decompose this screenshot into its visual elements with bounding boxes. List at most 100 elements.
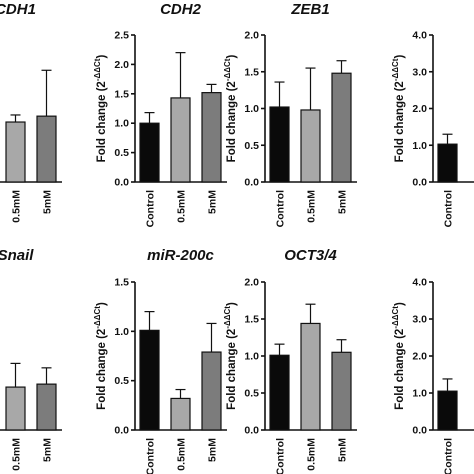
y-tick-label: 1.5 — [114, 88, 129, 100]
y-axis-label-base: Fold change (2 — [394, 81, 406, 162]
bar — [170, 397, 191, 431]
y-axis-label: Fold change (2-ΔΔCt) — [391, 55, 406, 163]
bar — [5, 386, 26, 431]
bar — [201, 92, 222, 183]
chart-title: CDH1 — [0, 1, 36, 18]
category-label: Control — [145, 190, 157, 227]
category-label: 0.5mM — [176, 438, 188, 471]
y-axis-label-end: ) — [96, 55, 108, 59]
category-label: 5mM — [337, 190, 349, 214]
y-axis-label: Fold change (2-ΔΔCt) — [223, 302, 238, 410]
y-axis-label: Fold change (2-ΔΔCt) — [93, 302, 108, 410]
bar — [437, 390, 458, 431]
bar — [300, 109, 321, 183]
y-axis-label-base: Fold change (2 — [226, 81, 238, 162]
bar — [331, 351, 352, 431]
y-axis-label-sup: -ΔΔCt — [391, 306, 400, 329]
y-tick-label: 2.0 — [244, 277, 259, 289]
bar — [437, 143, 458, 183]
y-axis-label-base: Fold change (2 — [96, 81, 108, 162]
y-tick-label: 1.0 — [114, 118, 129, 130]
y-tick-label: 1.0 — [412, 140, 427, 152]
y-tick-label: 2.0 — [412, 351, 427, 363]
bar — [36, 115, 57, 183]
chart-title: ZEB1 — [290, 1, 329, 18]
bar — [170, 97, 191, 183]
y-axis-label: Fold change (2-ΔΔCt) — [93, 55, 108, 163]
y-tick-label: 1.0 — [244, 103, 259, 115]
y-axis-label-base: Fold change (2 — [96, 329, 108, 410]
category-label: Control — [145, 438, 157, 474]
bar — [269, 354, 290, 431]
y-axis-label-sup: -ΔΔCt — [391, 58, 400, 81]
category-label: Control — [275, 190, 287, 227]
chart-8: 0.0 1.0 2.0 3.0 4.0 Fold change (2-ΔΔCt) Contr… — [391, 277, 474, 474]
bar — [300, 322, 321, 431]
y-axis-label-sup: -ΔΔCt — [223, 306, 232, 329]
category-label: 0.5mM — [176, 190, 188, 223]
y-tick-label: 3.0 — [412, 314, 427, 326]
chart-4: 0.0 1.0 2.0 3.0 4.0 Fold change (2-ΔΔCt) Contr… — [391, 30, 474, 227]
y-axis-label-sup: -ΔΔCt — [93, 58, 102, 81]
y-tick-label: 1.0 — [412, 388, 427, 400]
bar — [331, 72, 352, 183]
category-label: 0.5mM — [11, 190, 23, 223]
category-label: 5mM — [42, 438, 54, 462]
y-tick-label: 0.5 — [114, 147, 129, 159]
y-axis-label-end: ) — [96, 302, 108, 306]
y-tick-label: 4.0 — [412, 30, 427, 42]
bar — [201, 351, 222, 431]
y-tick-label: 0.5 — [244, 140, 259, 152]
y-axis-label-end: ) — [394, 55, 406, 59]
category-label: 0.5mM — [306, 190, 318, 223]
y-tick-label: 2.0 — [114, 59, 129, 71]
y-axis-label-end: ) — [226, 55, 238, 59]
y-axis-label-sup: -ΔΔCt — [93, 306, 102, 329]
bar — [139, 329, 160, 431]
category-label: 5mM — [337, 438, 349, 462]
category-label: 5mM — [42, 190, 54, 214]
y-tick-label: 2.0 — [412, 103, 427, 115]
category-label: Control — [275, 438, 287, 474]
y-tick-label: 0.5 — [244, 388, 259, 400]
bar — [36, 383, 57, 431]
category-label: 5mM — [207, 438, 219, 462]
category-label: Control — [443, 190, 455, 227]
y-axis-label-base: Fold change (2 — [226, 329, 238, 410]
chart-1: CDH1 0.5mM 5mM — [0, 1, 62, 223]
chart-title: Snail — [0, 247, 34, 264]
y-tick-label: 0.0 — [412, 177, 427, 189]
y-tick-label: 1.0 — [244, 351, 259, 363]
chart-title: OCT3/4 — [284, 247, 337, 264]
chart-6: miR-200c 0.0 0.5 1.0 1.5 Fold change (2-ΔΔCt)… — [93, 247, 227, 474]
y-tick-label: 2.0 — [244, 30, 259, 42]
y-axis-label-sup: -ΔΔCt — [223, 58, 232, 81]
y-tick-label: 3.0 — [412, 66, 427, 78]
chart-title: CDH2 — [160, 1, 201, 18]
chart-3: ZEB1 0.0 0.5 1.0 1.5 2.0 Fold change (2-ΔΔCt) C… — [223, 1, 357, 227]
y-tick-label: 2.5 — [114, 30, 129, 42]
y-tick-label: 0.0 — [412, 425, 427, 437]
chart-7: OCT3/4 0.0 0.5 1.0 1.5 2.0 Fold change (2-ΔΔCt… — [223, 247, 357, 474]
y-tick-label: 1.5 — [114, 277, 129, 289]
bar — [269, 106, 290, 183]
y-tick-label: 1.0 — [114, 326, 129, 338]
y-axis-label-end: ) — [226, 302, 238, 306]
chart-title: miR-200c — [147, 247, 214, 264]
y-axis-label-base: Fold change (2 — [394, 329, 406, 410]
category-label: Control — [443, 438, 455, 474]
y-tick-label: 1.5 — [244, 314, 259, 326]
bar — [5, 121, 26, 183]
y-tick-label: 1.5 — [244, 66, 259, 78]
y-tick-label: 0.0 — [244, 177, 259, 189]
y-axis-label: Fold change (2-ΔΔCt) — [391, 302, 406, 410]
bar — [139, 122, 160, 183]
category-label: 0.5mM — [11, 438, 23, 471]
y-tick-label: 0.0 — [114, 177, 129, 189]
chart-2: CDH2 0.0 0.5 1.0 1.5 2.0 2.5 Fold change (2-ΔΔC… — [93, 1, 227, 227]
y-axis-label: Fold change (2-ΔΔCt) — [223, 55, 238, 163]
y-axis-label-end: ) — [394, 302, 406, 306]
category-label: 0.5mM — [306, 438, 318, 471]
y-tick-label: 0.5 — [114, 375, 129, 387]
